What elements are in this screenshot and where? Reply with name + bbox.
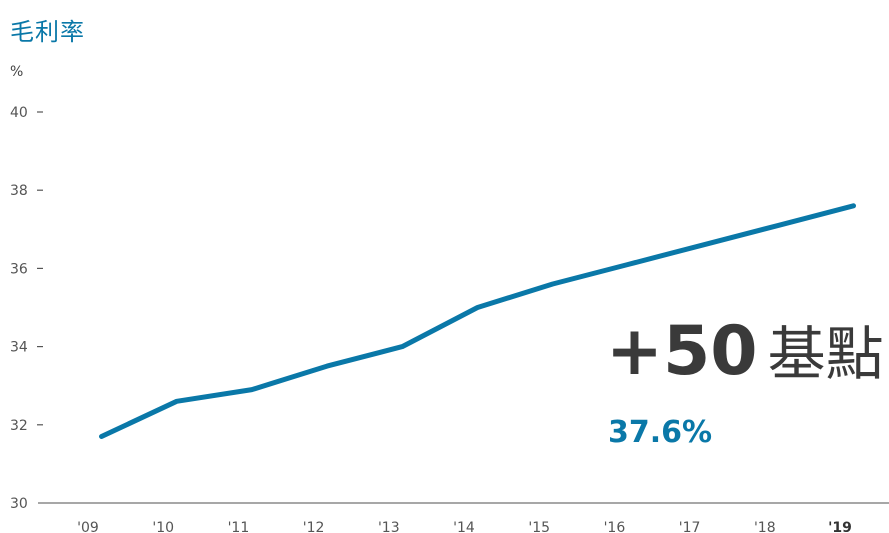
x-tick-label: '16 [604, 520, 626, 533]
y-axis-unit: % [10, 64, 24, 80]
change-value: +50 [606, 312, 758, 391]
y-tick-label: 40 [10, 105, 28, 121]
current-value: 37.6% [608, 415, 713, 450]
chart-title: 毛利率 [10, 18, 85, 46]
x-tick-label: '10 [152, 520, 174, 533]
y-tick-label: 32 [10, 418, 28, 434]
x-tick-label: '18 [754, 520, 776, 533]
x-tick-label: '17 [679, 520, 701, 533]
y-tick-label: 34 [10, 340, 28, 356]
gross-margin-line [99, 203, 856, 439]
y-axis: 30 32 34 36 38 40 [10, 105, 43, 512]
x-tick-label: '19 [828, 520, 852, 533]
x-tick-label: '12 [303, 520, 325, 533]
x-tick-label: '15 [528, 520, 550, 533]
x-axis: '09 '10 '11 '12 '13 '14 '15 '16 '17 '18 '19 [77, 520, 852, 533]
change-callout: +50 基點 [606, 318, 884, 386]
x-tick-label: '13 [378, 520, 400, 533]
x-tick-label: '14 [453, 520, 475, 533]
y-tick-label: 38 [10, 183, 28, 199]
x-tick-label: '09 [77, 520, 99, 533]
change-unit: 基點 [767, 320, 884, 388]
y-tick-label: 36 [10, 261, 28, 277]
x-tick-label: '11 [228, 520, 250, 533]
y-tick-label: 30 [10, 496, 28, 512]
